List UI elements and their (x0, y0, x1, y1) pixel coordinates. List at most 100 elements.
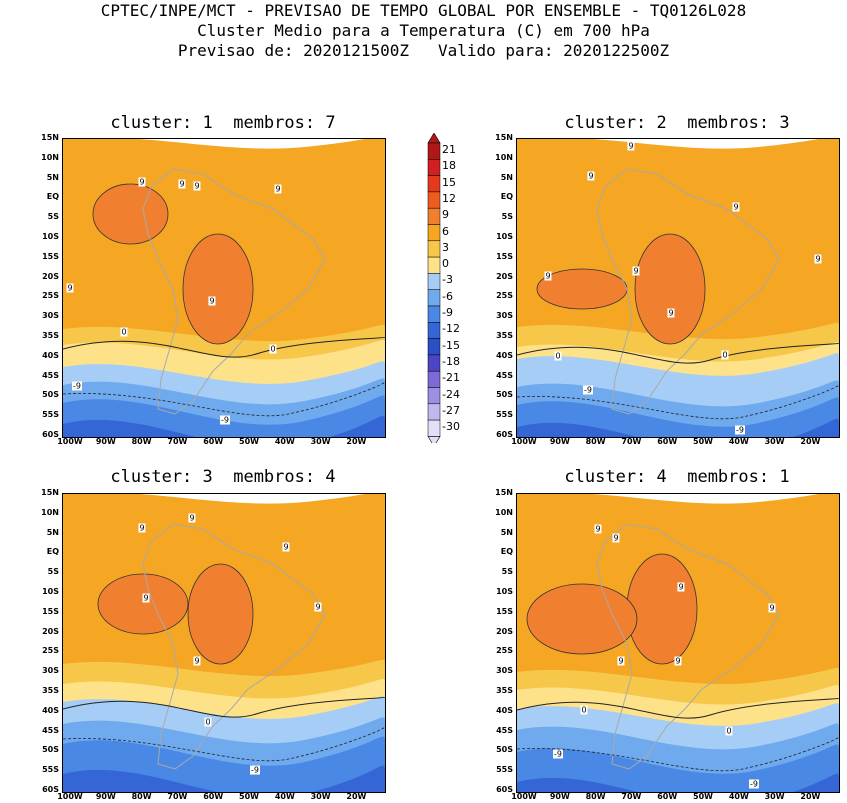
contour-label: 9 (768, 603, 776, 613)
latitude-tick-label: 5N (500, 172, 513, 182)
longitude-tick-label: 30W (310, 437, 331, 446)
latitude-tick-label: 15N (495, 133, 513, 142)
contour-label: 9 (282, 542, 290, 552)
longitude-tick-label: 30W (764, 792, 785, 801)
longitude-tick-label: 20W (800, 437, 821, 446)
temperature-band (517, 773, 839, 792)
latitude-tick-label: 5N (500, 527, 513, 537)
colorbar-level-label: -3 (442, 273, 453, 287)
latitude-tick-label: 10N (41, 152, 59, 162)
latitude-tick-label: 5S (501, 567, 513, 577)
continent-outline (142, 168, 326, 415)
map-canvas (63, 139, 385, 437)
zero-contour (517, 697, 839, 719)
latitude-tick-label: 60S (42, 785, 59, 794)
longitude-tick-label: 30W (310, 792, 331, 801)
longitude-tick-label: 60W (657, 437, 678, 446)
latitude-tick-label: 45S (496, 370, 513, 380)
latitude-tick-label: 55S (496, 765, 513, 775)
latitude-tick-label: 60S (42, 430, 59, 439)
contour-label: 0 (120, 327, 128, 337)
colorbar-swatch (427, 224, 441, 242)
temperature-band (517, 418, 839, 437)
contour-label: -9 (583, 385, 593, 395)
contour-label: -9 (749, 779, 759, 789)
colorbar-level-label: -6 (442, 289, 453, 303)
warm-region (187, 563, 254, 665)
latitude-tick-label: 60S (496, 430, 513, 439)
colorbar-swatch (427, 256, 441, 274)
latitude-tick-label: 55S (42, 765, 59, 775)
latitude-tick-label: 20S (42, 271, 59, 281)
contour-label: 9 (587, 171, 595, 181)
latitude-tick-label: 15S (42, 251, 59, 261)
longitude-tick-label: 50W (239, 792, 259, 801)
latitude-tick-label: 50S (496, 390, 513, 400)
colorbar-level-label: -27 (442, 403, 460, 417)
contour-label: 0 (725, 726, 733, 736)
zero-contour (63, 696, 385, 718)
contour-label: 9 (314, 602, 322, 612)
warm-region (92, 183, 169, 245)
contour-label: 0 (204, 717, 212, 727)
colorbar-level-label: 21 (442, 143, 456, 156)
colorbar-swatch (427, 354, 441, 372)
cold-contour (63, 381, 385, 417)
latitude-tick-label: 25S (42, 291, 59, 301)
contour-label: 9 (667, 308, 675, 318)
longitude-tick-label: 80W (585, 437, 606, 446)
latitude-tick-label: 5S (501, 212, 513, 222)
colorbar-swatch (427, 191, 441, 209)
latitude-tick-label: 45S (496, 725, 513, 735)
panel-4-title: cluster: 4 membros: 1 (564, 467, 790, 487)
longitude-tick-label: 20W (800, 792, 821, 801)
longitude-tick-label: 20W (346, 792, 367, 801)
longitude-tick-label: 90W (549, 792, 570, 801)
longitude-tick-label: 100W (511, 792, 537, 801)
colorbar-level-label: -21 (442, 371, 460, 385)
contour-label: 0 (580, 705, 588, 715)
latitude-tick-label: 30S (42, 311, 59, 321)
cold-contour (63, 726, 385, 762)
latitude-tick-label: 50S (42, 390, 59, 400)
contour-label: 9 (274, 184, 282, 194)
panel-1-title: cluster: 1 membros: 7 (110, 113, 336, 133)
contour-label: 9 (814, 254, 822, 264)
latitude-tick-label: 35S (496, 686, 513, 695)
contour-label: 9 (193, 181, 201, 191)
longitude-tick-label: 70W (167, 792, 188, 801)
latitude-tick-label: 45S (42, 370, 59, 380)
longitude-tick-label: 50W (693, 437, 713, 446)
longitude-tick-label: 80W (131, 437, 152, 446)
latitude-tick-label: 55S (42, 410, 59, 420)
longitude-tick-label: 100W (57, 792, 83, 801)
longitude-tick-label: 40W (274, 792, 295, 801)
longitude-tick-label: 70W (621, 792, 642, 801)
colorbar-level-label: 12 (442, 191, 456, 205)
contour-label: 9 (193, 656, 201, 666)
contour-label: 0 (269, 344, 277, 354)
longitude-tick-label: 60W (657, 792, 678, 801)
latitude-tick-label: 15S (496, 606, 513, 616)
contour-label: 9 (677, 582, 685, 592)
latitude-tick-label: 5N (46, 527, 59, 537)
latitude-tick-label: 60S (496, 785, 513, 794)
contour-label: 9 (66, 283, 74, 293)
colorbar-swatch (427, 289, 441, 307)
map-panel-2 (516, 138, 840, 438)
zero-contour (63, 336, 385, 358)
contour-label: -9 (72, 381, 82, 391)
latitude-tick-label: 15N (41, 133, 59, 142)
latitude-tick-label: 10N (495, 507, 513, 517)
zero-contour (517, 342, 839, 364)
longitude-tick-label: 70W (621, 437, 642, 446)
latitude-tick-label: 15N (495, 488, 513, 497)
latitude-tick-label: EQ (46, 192, 59, 202)
colorbar-swatch (427, 338, 441, 356)
contour-label: 9 (674, 656, 682, 666)
contour-label: 9 (612, 533, 620, 543)
contour-label: 9 (732, 202, 740, 212)
longitude-tick-label: 100W (57, 437, 83, 446)
continent-outline (596, 168, 780, 415)
latitude-tick-label: 40S (496, 350, 513, 360)
